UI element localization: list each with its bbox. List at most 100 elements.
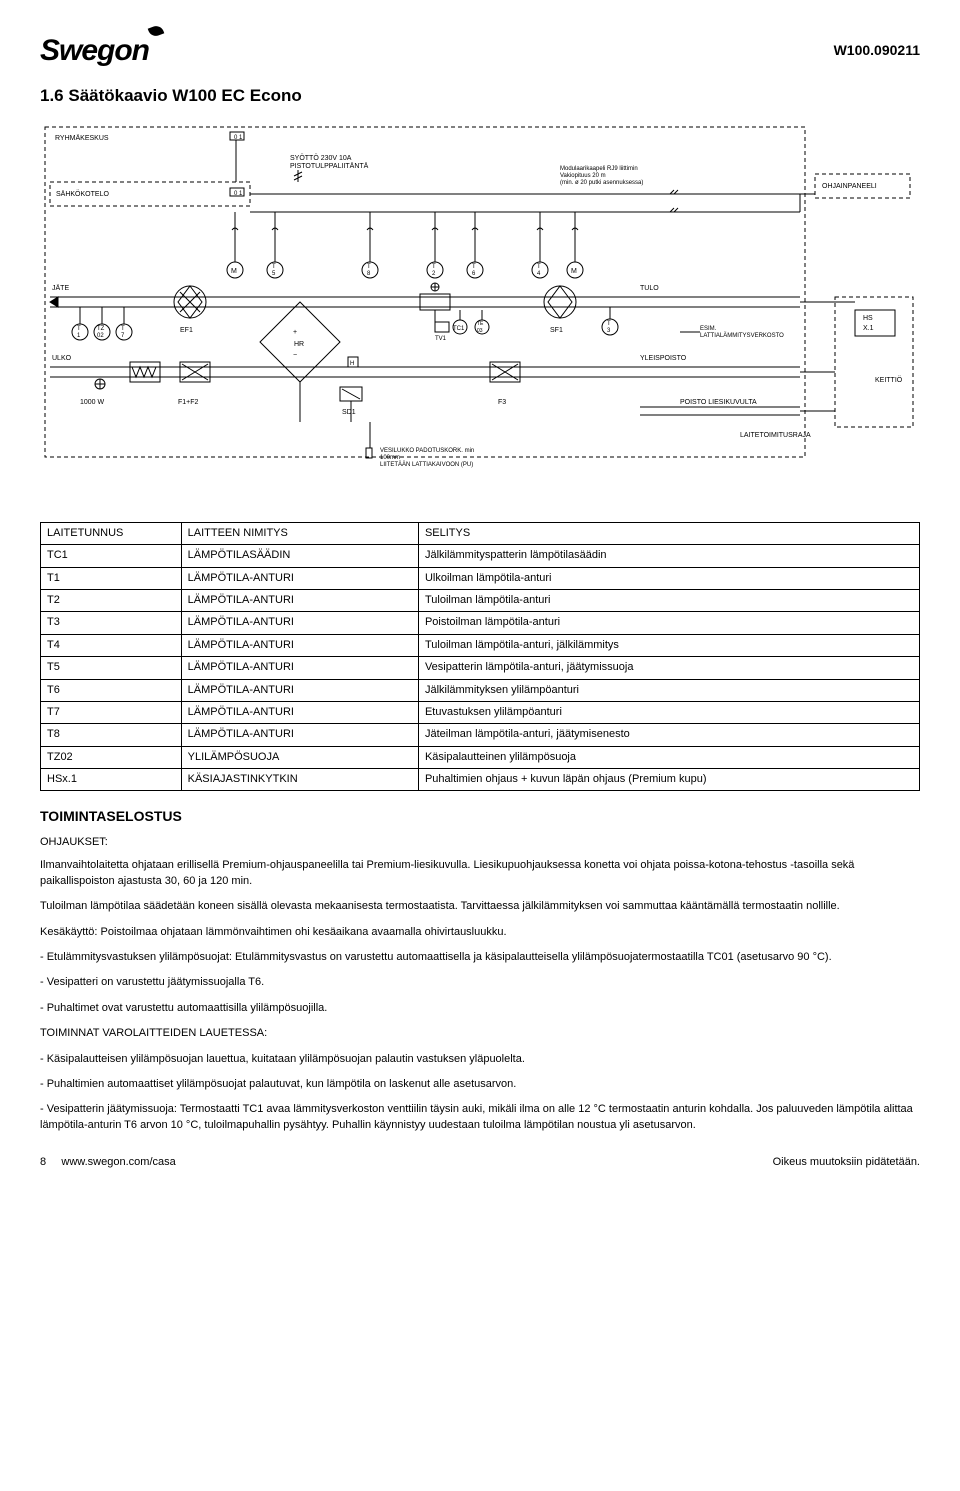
label-jate: JÄTE	[52, 284, 69, 292]
svg-text:0 1: 0 1	[234, 135, 243, 141]
label-laitetoimitusraja: LAITETOIMITUSRAJA	[740, 432, 811, 439]
svg-text:TZ: TZ	[97, 326, 105, 332]
svg-text:0 1: 0 1	[234, 191, 243, 197]
logo-leaf-icon	[148, 24, 165, 38]
svg-text:T: T	[121, 326, 125, 332]
svg-text:1: 1	[77, 333, 81, 339]
label-f3: F3	[498, 399, 506, 406]
table-row: T1LÄMPÖTILA-ANTURIUlkoilman lämpötila-an…	[41, 567, 920, 589]
svg-text:T: T	[77, 326, 81, 332]
section-title: 1.6 Säätökaavio W100 EC Econo	[40, 84, 920, 108]
table-row: T8LÄMPÖTILA-ANTURIJäteilman lämpötila-an…	[41, 724, 920, 746]
svg-text:T: T	[272, 264, 276, 270]
footer-right: Oikeus muutoksiin pidätetään.	[773, 1155, 920, 1170]
table-row: HSx.1KÄSIAJASTINKYTKINPuhaltimien ohjaus…	[41, 769, 920, 791]
diagram-svg: LAITETOIMITUSRAJA RYHMÄKESKUS 0 1 SYÖTTÖ…	[40, 122, 920, 502]
table-row: T3LÄMPÖTILA-ANTURIPoistoilman lämpötila-…	[41, 612, 920, 634]
table-row: TC1LÄMPÖTILASÄÄDINJälkilämmityspatterin …	[41, 545, 920, 567]
table-row: T2LÄMPÖTILA-ANTURITuloilman lämpötila-an…	[41, 589, 920, 611]
paragraph: Kesäkäyttö: Poistoilmaa ohjataan lämmönv…	[40, 925, 920, 940]
table-row: TZ02YLILÄMPÖSUOJAKäsipalautteinen yliläm…	[41, 746, 920, 768]
label-f1f2: F1+F2	[178, 399, 199, 406]
label-poisto-liesi: POISTO LIESIKUVULTA	[680, 399, 757, 406]
paragraph: - Vesipatteri on varustettu jäätymissuoj…	[40, 975, 920, 990]
body-text: Ilmanvaihtolaitetta ohjataan erillisellä…	[40, 858, 920, 1133]
label-modcable-2: Vakiopituus 20 m	[560, 173, 606, 179]
label-vesi-3: LIITETÄÄN LATTIAKAIVOON (PU)	[380, 461, 473, 468]
label-esim-2: LATTIALÄMMITYSVERKOSTO	[700, 332, 784, 339]
svg-text:TE: TE	[477, 321, 484, 327]
svg-text:T: T	[607, 321, 611, 327]
ohjaukset-label: OHJAUKSET:	[40, 835, 920, 850]
svg-text:+: +	[293, 329, 297, 336]
table-row: T4LÄMPÖTILA-ANTURITuloilman lämpötila-an…	[41, 634, 920, 656]
svg-text:03: 03	[477, 328, 483, 334]
svg-text:−: −	[293, 352, 297, 359]
svg-text:2: 2	[432, 271, 436, 277]
svg-text:T: T	[472, 264, 476, 270]
table-header-cell: SELITYS	[418, 522, 919, 544]
table-row: T7LÄMPÖTILA-ANTURIEtuvastuksen ylilämpöa…	[41, 701, 920, 723]
svg-text:02: 02	[97, 333, 104, 339]
page-footer: 8 www.swegon.com/casa Oikeus muutoksiin …	[40, 1155, 920, 1170]
device-table: LAITETUNNUS LAITTEEN NIMITYS SELITYS TC1…	[40, 522, 920, 792]
label-ef1: EF1	[180, 327, 193, 334]
svg-text:TV1: TV1	[435, 336, 447, 342]
svg-text:T: T	[367, 264, 371, 270]
label-1000w: 1000 W	[80, 399, 105, 406]
svg-text:8: 8	[367, 271, 371, 277]
label-syotto-1: SYÖTTÖ 230V 10A	[290, 154, 352, 162]
table-header-cell: LAITTEEN NIMITYS	[181, 522, 418, 544]
page-header: Swegon W100.090211	[40, 30, 920, 72]
svg-text:3: 3	[607, 328, 611, 334]
svg-text:T: T	[432, 264, 436, 270]
svg-text:M: M	[571, 268, 577, 275]
paragraph: - Puhaltimien automaattiset ylilämpösuoj…	[40, 1077, 920, 1092]
control-diagram: LAITETOIMITUSRAJA RYHMÄKESKUS 0 1 SYÖTTÖ…	[40, 122, 920, 502]
svg-text:H: H	[350, 361, 354, 367]
label-ryhmakeskus: RYHMÄKESKUS	[55, 134, 109, 142]
label-sd1: SD1	[342, 409, 356, 416]
label-ohjainpaneeli: OHJAINPANEELI	[822, 183, 877, 190]
document-code: W100.090211	[834, 41, 920, 61]
label-vesi-1: VESILUKKO PADOTUSKORK. min	[380, 448, 474, 454]
paragraph: - Käsipalautteisen ylilämpösuojan lauett…	[40, 1052, 920, 1067]
label-syotto-2: PISTOTULPPALIITÄNTÄ	[290, 162, 369, 170]
label-sf1: SF1	[550, 327, 563, 334]
svg-text:T: T	[537, 264, 541, 270]
svg-text:4: 4	[537, 271, 541, 277]
selostus-title: TOIMINTASELOSTUS	[40, 807, 920, 827]
label-hr: HR	[294, 341, 304, 348]
label-modcable-3: (min. ø 20 putki asennuksessa)	[560, 180, 643, 186]
svg-text:5: 5	[272, 271, 276, 277]
label-esim-1: ESIM.	[700, 326, 717, 332]
svg-text:TC1: TC1	[453, 326, 465, 332]
paragraph: - Vesipatterin jäätymissuoja: Termostaat…	[40, 1102, 920, 1133]
label-tulo: TULO	[640, 285, 659, 292]
svg-text:X.1: X.1	[863, 325, 874, 332]
table-header-cell: LAITETUNNUS	[41, 522, 182, 544]
table-row: T6LÄMPÖTILA-ANTURIJälkilämmityksen ylilä…	[41, 679, 920, 701]
label-modcable-1: Modulaarikaapeli RJ9 liittimin	[560, 166, 638, 172]
footer-left: 8 www.swegon.com/casa	[40, 1155, 176, 1170]
paragraph: Ilmanvaihtolaitetta ohjataan erillisellä…	[40, 858, 920, 889]
label-keittio: KEITTIÖ	[875, 376, 903, 384]
table-row: T5LÄMPÖTILA-ANTURIVesipatterin lämpötila…	[41, 657, 920, 679]
svg-text:M: M	[231, 268, 237, 275]
table-header-row: LAITETUNNUS LAITTEEN NIMITYS SELITYS	[41, 522, 920, 544]
footer-url: www.swegon.com/casa	[61, 1156, 175, 1168]
logo-text: Swegon	[40, 34, 149, 67]
label-yleispoisto: YLEISPOISTO	[640, 355, 687, 362]
label-ulko: ULKO	[52, 355, 72, 362]
paragraph: Tuloilman lämpötilaa säädetään koneen si…	[40, 899, 920, 914]
label-vesi-2: 100mm	[380, 455, 400, 461]
paragraph: - Puhaltimet ovat varustettu automaattis…	[40, 1001, 920, 1016]
svg-text:7: 7	[121, 333, 125, 339]
svg-text:6: 6	[472, 271, 476, 277]
label-sahkokotelo: SÄHKÖKOTELO	[56, 190, 109, 198]
page-number: 8	[40, 1156, 46, 1168]
logo: Swegon	[40, 30, 149, 72]
paragraph: TOIMINNAT VAROLAITTEIDEN LAUETESSA:	[40, 1026, 920, 1041]
svg-text:HS: HS	[863, 315, 873, 322]
paragraph: - Etulämmitysvastuksen ylilämpösuojat: E…	[40, 950, 920, 965]
